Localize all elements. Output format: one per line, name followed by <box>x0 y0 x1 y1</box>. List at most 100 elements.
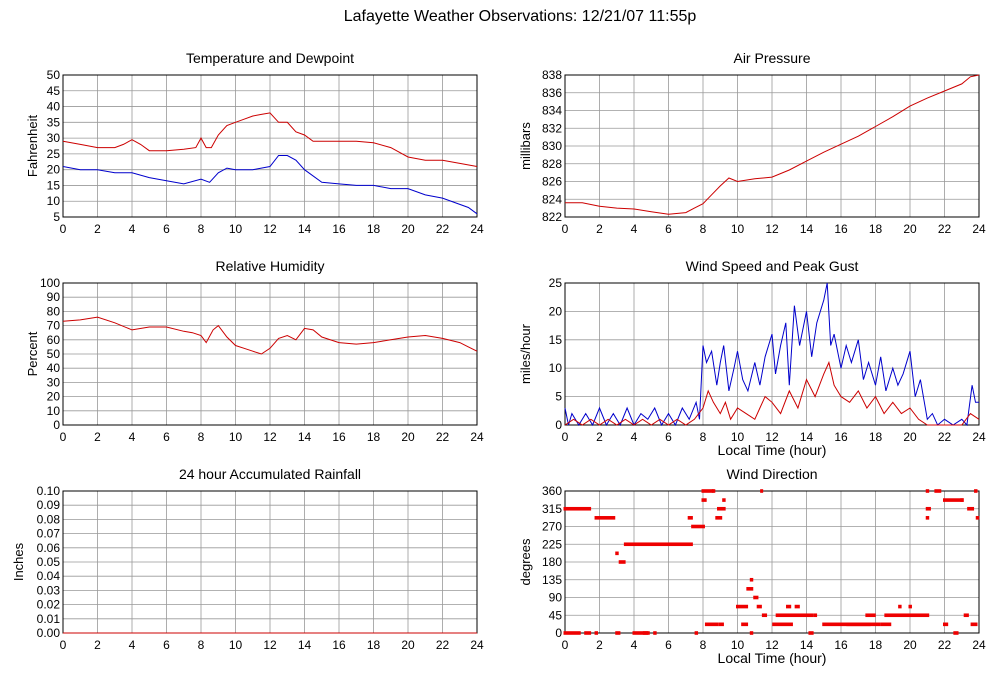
x-tick-label: 0 <box>562 430 569 444</box>
x-tick-label: 8 <box>700 430 707 444</box>
chart-panel-3: 0 2 4 6 8 10 12 14 16 18 20 22 240102030405060708090… <box>25 258 484 444</box>
y-tick-label: 10 <box>47 194 61 208</box>
y-tick-label: 10 <box>47 404 61 418</box>
y-tick-label: 0.06 <box>37 541 61 555</box>
data-point <box>594 516 616 520</box>
series-line-1 <box>564 282 979 427</box>
y-tick-label: 0.02 <box>37 598 61 612</box>
y-tick-label: 0.05 <box>37 555 61 569</box>
chart-title: Temperature and Dewpoint <box>186 50 354 66</box>
data-point <box>960 498 964 502</box>
data-point <box>749 631 754 635</box>
x-tick-label: 24 <box>470 638 484 652</box>
data-point <box>967 506 975 511</box>
x-tick-label: 22 <box>436 222 450 236</box>
x-tick-label: 20 <box>401 430 415 444</box>
x-tick-label: 6 <box>665 222 672 236</box>
data-point <box>722 498 726 502</box>
data-point <box>884 613 930 618</box>
x-tick-label: 14 <box>800 222 814 236</box>
y-tick-label: 70 <box>47 319 61 333</box>
plot-frame <box>62 282 478 426</box>
y-tick-label: 836 <box>542 86 562 100</box>
y-tick-label: 832 <box>542 121 562 135</box>
x-tick-label: 12 <box>263 638 277 652</box>
x-tick-label: 18 <box>869 222 883 236</box>
y-tick-label: 824 <box>542 192 562 206</box>
data-point <box>615 551 619 556</box>
y-axis-label: millibars <box>518 122 533 170</box>
data-point <box>786 604 792 609</box>
x-tick-label: 22 <box>938 430 952 444</box>
y-tick-label: 20 <box>549 304 563 318</box>
series-line-2 <box>62 155 478 215</box>
data-point <box>925 516 930 520</box>
x-tick-label: 14 <box>800 638 814 652</box>
y-tick-label: 40 <box>47 100 61 114</box>
x-tick-label: 2 <box>596 222 603 236</box>
x-tick-label: 4 <box>129 222 136 236</box>
chart-title: Wind Direction <box>726 466 817 482</box>
series-line-1 <box>565 74 980 215</box>
y-tick-label: 0.00 <box>37 626 61 640</box>
data-point <box>925 506 931 511</box>
x-tick-label: 20 <box>401 222 415 236</box>
data-point <box>934 489 942 493</box>
data-point <box>794 604 800 609</box>
x-tick-label: 2 <box>596 430 603 444</box>
x-tick-label: 10 <box>731 638 745 652</box>
x-tick-label: 6 <box>163 222 170 236</box>
x-tick-label: 14 <box>298 222 312 236</box>
x-tick-label: 14 <box>298 430 312 444</box>
chart-panel-1: 0 2 4 6 8 10 12 14 16 18 20 22 245101520253035404550… <box>25 50 484 236</box>
x-tick-label: 22 <box>436 430 450 444</box>
data-point <box>687 516 693 520</box>
x-tick-label: 24 <box>470 222 484 236</box>
x-tick-label: 8 <box>198 430 205 444</box>
y-tick-label: 0.03 <box>37 583 61 597</box>
x-tick-label: 20 <box>401 638 415 652</box>
y-tick-label: 834 <box>542 104 562 118</box>
x-tick-label: 24 <box>972 430 986 444</box>
y-tick-label: 838 <box>542 68 562 82</box>
x-tick-label: 24 <box>972 222 986 236</box>
series-line-1 <box>62 112 478 167</box>
y-tick-label: 0 <box>53 418 60 432</box>
data-point <box>711 489 716 493</box>
x-tick-label: 0 <box>562 638 569 652</box>
y-tick-label: 180 <box>542 555 562 569</box>
x-tick-label: 8 <box>198 222 205 236</box>
data-point <box>813 613 818 618</box>
x-tick-label: 12 <box>263 430 277 444</box>
x-tick-label: 16 <box>834 430 848 444</box>
y-tick-label: 90 <box>47 290 61 304</box>
x-tick-label: 18 <box>869 430 883 444</box>
x-tick-label: 16 <box>834 222 848 236</box>
x-tick-label: 12 <box>263 222 277 236</box>
data-point <box>846 622 881 627</box>
y-axis-label: degrees <box>518 538 533 585</box>
y-tick-label: 135 <box>542 573 562 587</box>
data-point <box>704 622 719 627</box>
y-tick-label: 830 <box>542 139 562 153</box>
x-tick-label: 18 <box>367 638 381 652</box>
y-tick-label: 0.10 <box>37 484 61 498</box>
x-tick-label: 20 <box>903 222 917 236</box>
x-tick-label: 10 <box>731 430 745 444</box>
data-point <box>943 622 949 627</box>
x-tick-label: 8 <box>700 638 707 652</box>
x-tick-label: 24 <box>972 638 986 652</box>
chart-panel-6: 0 2 4 6 8 10 12 14 16 18 20 22 240459013518022527031… <box>518 466 986 666</box>
data-point <box>618 560 626 564</box>
x-tick-label: 2 <box>94 222 101 236</box>
y-tick-label: 0 <box>555 626 562 640</box>
x-tick-label: 2 <box>596 638 603 652</box>
y-tick-label: 30 <box>47 375 61 389</box>
y-tick-label: 225 <box>542 537 562 551</box>
data-point <box>701 489 714 493</box>
y-tick-label: 360 <box>542 484 562 498</box>
x-tick-label: 10 <box>229 222 243 236</box>
data-point <box>718 622 724 627</box>
data-point <box>775 613 814 618</box>
data-point <box>808 631 814 635</box>
